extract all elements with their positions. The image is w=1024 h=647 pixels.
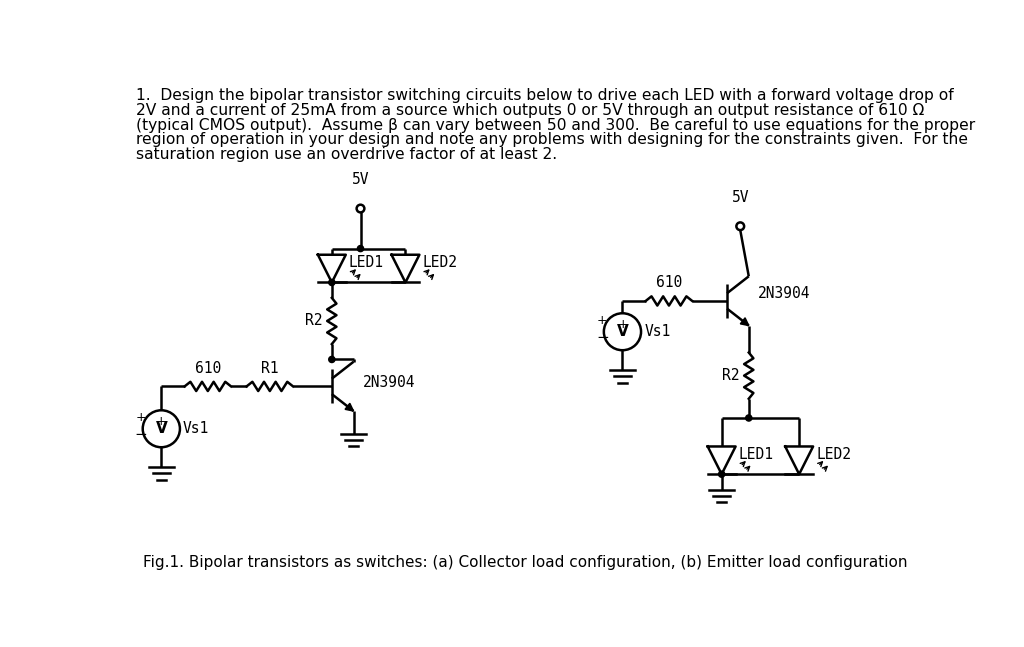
Text: +: +	[156, 415, 167, 428]
Text: 610: 610	[655, 275, 682, 290]
Text: −: −	[135, 428, 147, 443]
Text: 2N3904: 2N3904	[362, 375, 416, 390]
Text: Vs1: Vs1	[183, 421, 209, 436]
Text: LED2: LED2	[423, 255, 458, 270]
Text: 1.  Design the bipolar transistor switching circuits below to drive each LED wit: 1. Design the bipolar transistor switchi…	[136, 89, 953, 104]
Text: 2V and a current of 25mA from a source which outputs 0 or 5V through an output r: 2V and a current of 25mA from a source w…	[136, 103, 924, 118]
Text: 610: 610	[195, 360, 221, 376]
Polygon shape	[345, 403, 353, 411]
Circle shape	[745, 415, 752, 421]
Circle shape	[329, 280, 335, 285]
Text: Vs1: Vs1	[644, 324, 671, 339]
Text: 2N3904: 2N3904	[758, 286, 811, 301]
Text: region of operation in your design and note any problems with designing for the : region of operation in your design and n…	[136, 132, 968, 148]
Text: +: +	[136, 411, 146, 424]
Circle shape	[719, 471, 725, 477]
Text: saturation region use an overdrive factor of at least 2.: saturation region use an overdrive facto…	[136, 147, 557, 162]
Text: (typical CMOS output).  Assume β can vary between 50 and 300.  Be careful to use: (typical CMOS output). Assume β can vary…	[136, 118, 975, 133]
Text: +: +	[617, 318, 628, 331]
Circle shape	[329, 356, 335, 362]
Text: LED2: LED2	[816, 446, 851, 462]
Polygon shape	[740, 318, 749, 325]
Text: 5V: 5V	[352, 172, 370, 187]
Text: V: V	[616, 324, 629, 339]
Text: R2: R2	[722, 368, 739, 383]
Text: LED1: LED1	[349, 255, 384, 270]
Text: R1: R1	[261, 360, 279, 376]
Text: Fig.1. Bipolar transistors as switches: (a) Collector load configuration, (b) Em: Fig.1. Bipolar transistors as switches: …	[142, 555, 907, 570]
Text: −: −	[596, 331, 608, 345]
Text: 5V: 5V	[731, 190, 749, 204]
Circle shape	[357, 245, 364, 252]
Text: LED1: LED1	[738, 446, 774, 462]
Text: +: +	[597, 314, 607, 327]
Text: R2: R2	[305, 313, 323, 329]
Text: V: V	[156, 421, 167, 436]
